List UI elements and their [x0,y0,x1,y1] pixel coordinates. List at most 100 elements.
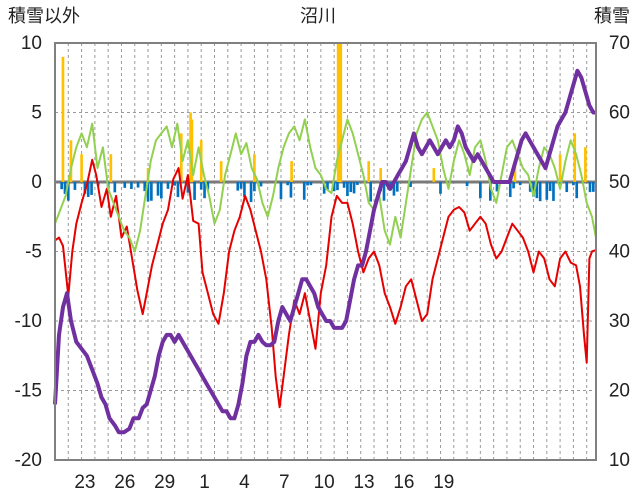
negative-bar [86,182,90,197]
left-tick-label: 0 [31,172,42,193]
precip-bar [290,161,293,182]
series-group [53,68,597,435]
negative-bar [395,182,399,192]
x-tick-label: 16 [393,472,414,493]
precip-bar [432,168,436,182]
right-tick-label: 10 [609,450,630,471]
left-tick-label: -5 [25,242,42,263]
snow_depth-line [53,68,596,435]
negative-bar [349,182,353,193]
humidity_like-line [54,111,597,253]
right-axis-label: 積雪 [594,6,630,27]
negative-bar [253,182,256,192]
x-tick-label: 10 [314,472,335,493]
right-tick-label: 50 [609,172,630,193]
left-tick-label: -20 [15,450,42,471]
precip-bar [80,154,83,182]
right-tick-label: 60 [609,103,630,124]
plot-frame [54,42,597,461]
negative-bar [160,182,163,199]
negative-bar [176,182,180,198]
precip-bar [61,56,65,182]
precip-bar [69,140,73,182]
negative-bar [146,182,150,202]
negative-bar [306,182,309,186]
negative-bar [322,182,326,194]
precip-bar [573,133,577,182]
bars [60,43,595,203]
precip-bar [367,161,371,182]
negative-bar [83,182,87,194]
negative-bar [302,182,306,200]
negative-bar [488,182,492,201]
negative-bar [123,182,127,188]
negative-bar [186,182,190,193]
negative-bar [236,182,240,191]
negative-bar [588,182,592,193]
negative-bar [203,182,206,199]
negative-bar [239,182,243,189]
negative-bar [352,182,356,194]
precip-bar [558,154,562,182]
left-ticks: 10 5 0 -5 -10 -15 -20 [15,33,42,471]
negative-bar [545,182,549,200]
negative-bar [508,182,512,198]
precip-bar [253,154,256,182]
left-tick-label: -10 [15,311,42,332]
precip-bar [109,154,113,182]
left-tick-label: 5 [31,103,42,124]
negative-bar [392,182,396,196]
negative-bar [409,182,412,187]
precip-bar [336,43,340,182]
negative-bar [342,182,346,188]
negative-bar [565,182,569,193]
negative-bar [548,182,552,191]
right-ticks: 70 60 50 40 30 20 10 [609,33,630,471]
x-ticks: 23 26 29 1 4 7 10 13 16 19 [74,472,454,493]
negative-bar [63,182,67,194]
negative-bar [532,182,535,197]
negative-bar [369,182,373,202]
negative-bar [173,182,176,186]
negative-bar [552,182,555,201]
negative-bar [535,182,539,199]
negative-bar [206,182,210,190]
negative-bar [518,182,522,186]
negative-bar [356,182,359,185]
negative-bar [60,182,63,190]
negative-bar [326,182,329,190]
negative-bar [143,182,147,192]
negative-bar [136,182,140,188]
negative-bar [538,182,542,202]
negative-bar [465,182,469,187]
x-tick-label: 1 [199,472,210,493]
negative-bar [166,182,170,189]
negative-bar [286,182,289,186]
temperature-line [54,158,597,409]
x-tick-label: 23 [74,472,95,493]
negative-bar [336,182,339,191]
negative-bar [243,182,246,198]
negative-bar [259,182,263,187]
negative-bar [249,182,253,203]
x-tick-label: 29 [154,472,175,493]
precip-bar [190,119,194,182]
precip-bar [584,147,587,182]
negative-bar [90,182,93,195]
x-tick-label: 19 [433,472,454,493]
negative-bar [346,182,349,197]
right-tick-label: 70 [609,33,630,54]
negative-bar [279,182,283,200]
left-tick-label: -15 [15,381,42,402]
precip-bar [339,43,343,182]
x-tick-label: 26 [114,472,135,493]
precip-bar [379,168,382,182]
negative-bar [199,182,203,190]
precip-bar [513,161,517,182]
negative-bar [382,182,386,201]
negative-bar [572,182,575,186]
precip-bar [219,161,223,182]
negative-bar [512,182,515,189]
x-tick-label: 13 [353,472,374,493]
